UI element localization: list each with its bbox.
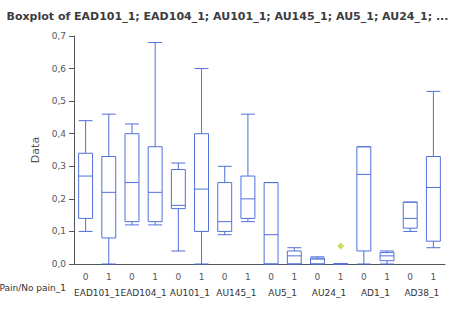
- svg-text:0: 0: [315, 272, 321, 282]
- svg-text:AU101_1: AU101_1: [170, 288, 210, 298]
- svg-text:1: 1: [152, 272, 158, 282]
- svg-text:0,4: 0,4: [52, 129, 67, 139]
- svg-text:AD38_1: AD38_1: [404, 288, 439, 298]
- svg-text:0: 0: [222, 272, 228, 282]
- svg-text:EAD101_1: EAD101_1: [74, 288, 120, 298]
- svg-text:AU145_1: AU145_1: [216, 288, 256, 298]
- svg-text:Boxplot of EAD101_1; EAD104_1;: Boxplot of EAD101_1; EAD104_1; AU101_1; …: [7, 10, 449, 23]
- svg-text:0,0: 0,0: [52, 259, 67, 269]
- svg-text:AU24_1: AU24_1: [312, 288, 346, 298]
- svg-text:1: 1: [199, 272, 205, 282]
- svg-text:0,1: 0,1: [52, 226, 66, 236]
- svg-text:Pain/No pain_1: Pain/No pain_1: [0, 283, 66, 293]
- svg-text:1: 1: [338, 272, 344, 282]
- svg-text:0: 0: [268, 272, 274, 282]
- svg-text:0,3: 0,3: [52, 161, 66, 171]
- svg-text:Data: Data: [29, 137, 42, 163]
- svg-text:0: 0: [129, 272, 135, 282]
- svg-text:EAD104_1: EAD104_1: [120, 288, 166, 298]
- svg-text:1: 1: [291, 272, 297, 282]
- svg-text:0: 0: [361, 272, 367, 282]
- svg-text:1: 1: [245, 272, 251, 282]
- svg-text:0: 0: [407, 272, 413, 282]
- svg-text:0,7: 0,7: [52, 31, 66, 41]
- svg-text:AU5_1: AU5_1: [268, 288, 297, 298]
- svg-text:1: 1: [106, 272, 112, 282]
- svg-text:0,5: 0,5: [52, 96, 66, 106]
- svg-text:1: 1: [384, 272, 390, 282]
- svg-text:0,6: 0,6: [52, 64, 67, 74]
- svg-text:1: 1: [431, 272, 437, 282]
- svg-text:0: 0: [175, 272, 181, 282]
- svg-text:0: 0: [83, 272, 89, 282]
- svg-text:AD1_1: AD1_1: [361, 288, 390, 298]
- svg-text:0,2: 0,2: [52, 194, 66, 204]
